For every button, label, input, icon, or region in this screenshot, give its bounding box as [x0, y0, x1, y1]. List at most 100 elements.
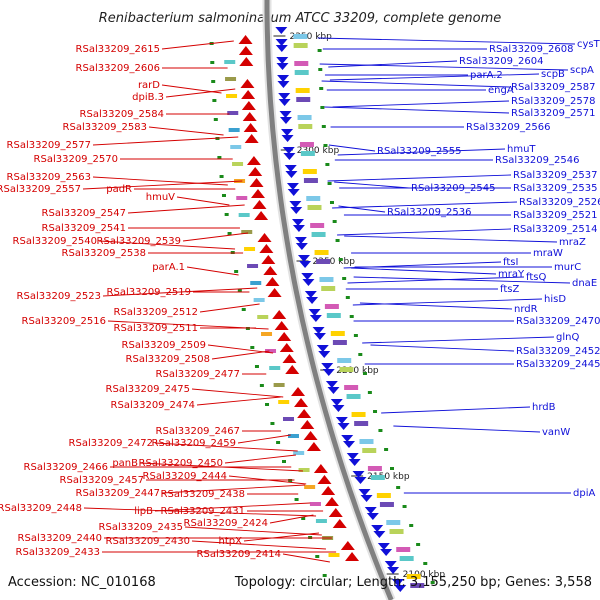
marker	[318, 68, 323, 71]
forward-gene-arrow	[308, 309, 321, 316]
reverse-gene-arrow	[303, 431, 318, 440]
left-gene-label: RSal33209_2509	[122, 340, 206, 351]
right-gene-label: glnQ	[556, 332, 579, 343]
left-leader-line	[176, 196, 230, 206]
feature-block	[250, 281, 262, 285]
left-gene-label: RSal33209_2474	[111, 400, 195, 411]
forward-gene-arrow	[343, 441, 356, 448]
feature-block	[344, 385, 359, 390]
feature-block	[296, 97, 311, 102]
forward-gene-arrow	[313, 333, 326, 340]
forward-gene-arrow	[302, 279, 315, 286]
right-leader-line	[319, 63, 569, 71]
forward-gene-arrow	[335, 417, 348, 424]
forward-gene-arrow	[354, 477, 367, 484]
feature-block	[228, 128, 240, 132]
right-leader-line	[317, 37, 576, 45]
right-gene-label: ftsI	[503, 257, 518, 268]
forward-gene-arrow	[312, 327, 325, 334]
marker	[342, 277, 347, 280]
forward-gene-arrow	[309, 315, 322, 322]
right-gene-label: RSal33209_2514	[513, 224, 597, 235]
forward-gene-arrow	[387, 567, 400, 574]
reverse-gene-arrow	[279, 343, 294, 352]
feature-block	[295, 88, 310, 93]
marker	[319, 87, 324, 90]
right-gene-label: RSal33209_2555	[377, 146, 461, 157]
reverse-gene-arrow	[328, 508, 343, 517]
right-gene-label: RSal33209_2566	[466, 122, 550, 133]
feature-block	[376, 493, 391, 498]
feature-block	[309, 502, 321, 506]
left-gene-label: RSal33209_2539	[97, 236, 181, 247]
left-leader-line	[191, 540, 327, 550]
scale-tick-label: 2200 kbp	[336, 366, 379, 376]
left-gene-label: RSal33209_2516	[22, 316, 106, 327]
right-leader-line	[344, 235, 558, 243]
right-gene-label: hisD	[544, 294, 566, 305]
forward-gene-arrow	[377, 543, 390, 550]
left-gene-label: RSal33209_2431	[161, 506, 245, 517]
left-leader-line	[182, 232, 249, 242]
forward-gene-arrow	[275, 45, 288, 52]
reverse-gene-arrow	[306, 442, 321, 451]
forward-gene-arrow	[277, 75, 290, 82]
feature-block	[238, 213, 250, 217]
left-leader-line	[211, 350, 270, 360]
left-gene-label: RSal33209_2467	[156, 426, 240, 437]
feature-block	[330, 331, 345, 336]
feature-block	[282, 417, 294, 421]
forward-gene-arrow	[281, 135, 294, 142]
marker	[315, 555, 320, 558]
genome-stats-text: Topology: circular; Length: 3,155,250 bp…	[234, 575, 592, 590]
left-leader-line	[92, 176, 228, 186]
forward-gene-arrow	[290, 207, 303, 214]
left-leader-line	[196, 396, 281, 406]
left-leader-line	[82, 180, 243, 190]
left-leader-line	[282, 553, 330, 563]
left-leader-line	[228, 475, 307, 485]
left-gene-label: RSal33209_2523	[17, 291, 101, 302]
feature-block	[226, 94, 238, 98]
left-gene-label: RSal33209_2538	[62, 248, 146, 259]
marker	[301, 517, 306, 520]
marker	[323, 144, 328, 147]
feature-block	[300, 151, 315, 156]
left-leader-line	[92, 136, 239, 146]
forward-gene-arrow	[301, 273, 314, 280]
feature-block	[232, 162, 244, 166]
right-gene-label: parA.2	[470, 70, 503, 81]
marker	[212, 99, 217, 102]
forward-gene-arrow	[358, 489, 371, 496]
feature-block	[379, 502, 394, 507]
forward-gene-arrow	[278, 93, 291, 100]
marker	[294, 498, 299, 501]
reverse-gene-arrow	[345, 552, 360, 561]
feature-block	[293, 451, 305, 455]
marker	[416, 543, 421, 546]
forward-gene-arrow	[337, 423, 350, 430]
left-leader-line	[127, 204, 245, 214]
left-gene-label: hmuV	[146, 192, 175, 203]
right-gene-label: RSal33209_2571	[511, 108, 595, 119]
forward-gene-arrow	[286, 183, 299, 190]
forward-gene-arrow	[285, 171, 298, 178]
reverse-gene-arrow	[324, 497, 339, 506]
right-gene-label: RSal33209_2470	[516, 316, 600, 327]
feature-block	[339, 367, 354, 372]
feature-block	[287, 434, 299, 438]
feature-block	[304, 485, 316, 489]
reverse-gene-arrow	[274, 321, 289, 330]
left-leader-line	[165, 88, 236, 98]
marker	[317, 49, 322, 52]
right-gene-label: RSal33209_2445	[516, 359, 600, 370]
feature-block	[314, 250, 329, 255]
scale-tick-label: 2150 kbp	[367, 472, 410, 482]
feature-block	[253, 298, 265, 302]
forward-gene-arrow	[330, 399, 343, 406]
right-gene-label: scpB	[541, 69, 565, 80]
scale-tick-label: 2100 kbp	[403, 570, 446, 580]
right-gene-label: scpA	[570, 65, 594, 76]
marker	[245, 327, 250, 330]
marker	[217, 156, 222, 159]
